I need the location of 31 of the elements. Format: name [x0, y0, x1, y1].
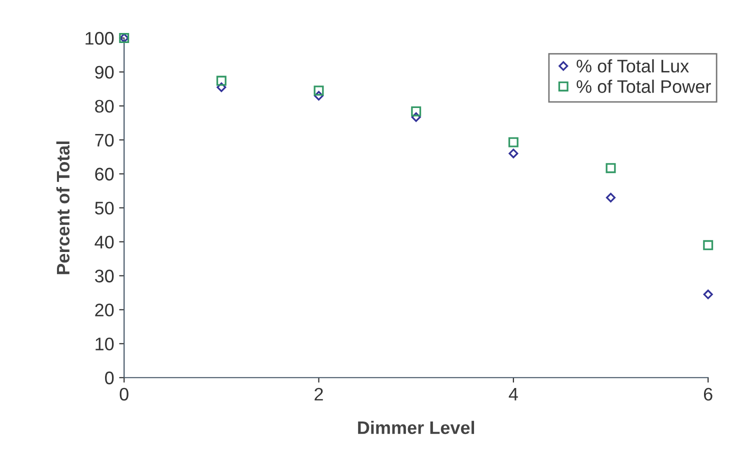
y-tick-label: 70 [95, 134, 114, 147]
legend-label: % of Total Power [576, 80, 711, 93]
y-tick-label: 100 [86, 32, 114, 45]
x-tick-label: 6 [704, 388, 712, 401]
point [314, 90, 324, 100]
x-tick-label: 4 [508, 388, 518, 400]
point [216, 76, 226, 86]
point [703, 290, 713, 300]
y-tick-label: 10 [96, 338, 114, 350]
y-tick-label: 90 [95, 66, 114, 79]
point [703, 240, 714, 250]
point [411, 106, 422, 116]
point [606, 163, 616, 174]
point [508, 148, 518, 158]
y-tick-label: 50 [95, 202, 114, 215]
point [508, 137, 518, 148]
point [606, 192, 616, 202]
point [411, 112, 421, 122]
x-tick-label: 2 [314, 388, 323, 400]
legend-label: % of Total Lux [576, 59, 689, 72]
y-tick-label: 0 [105, 372, 114, 384]
x-axis-title: Dimmer Level [358, 420, 474, 434]
y-tick-label: 20 [95, 304, 114, 316]
point [216, 82, 226, 92]
x-tick-label: 0 [120, 388, 128, 401]
y-tick-label: 30 [94, 270, 114, 282]
y-tick-label: 40 [94, 236, 114, 248]
y-tick-label: 80 [95, 100, 114, 113]
point [314, 86, 324, 96]
y-axis-title: Percent of Total [56, 142, 70, 274]
y-tick-label: 60 [95, 168, 114, 181]
